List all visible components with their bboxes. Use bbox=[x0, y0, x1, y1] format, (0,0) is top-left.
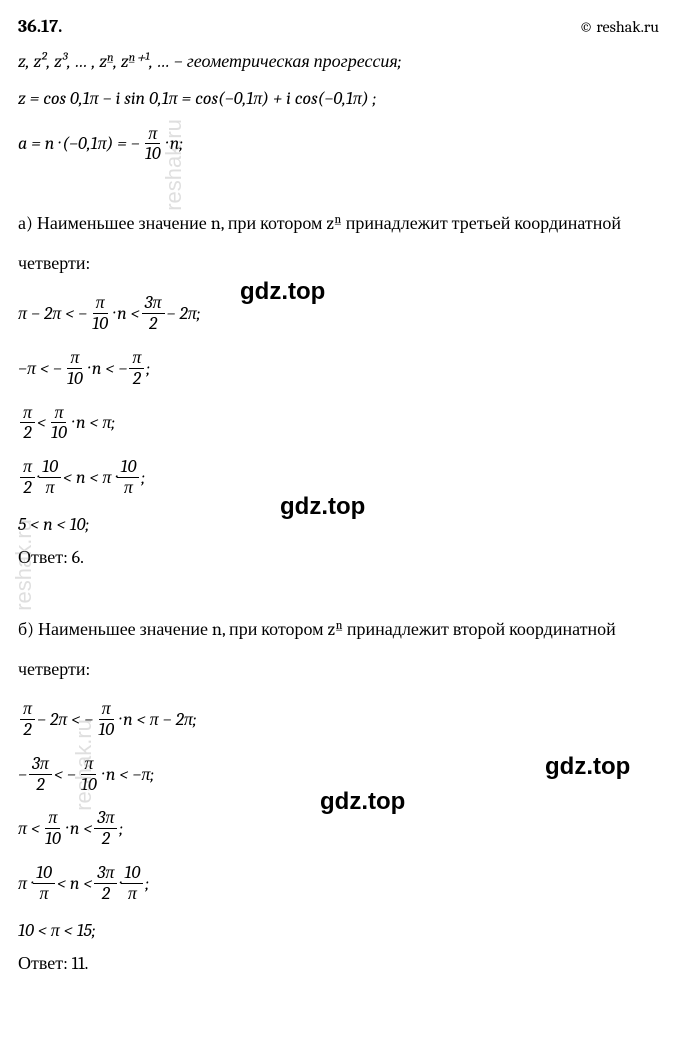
pb-l1-frac1: π 2 bbox=[20, 699, 35, 740]
part-a-line2: −π < − π 10 · n < − π 2 ; bbox=[18, 348, 659, 389]
pb-l4-prefix: π · bbox=[18, 871, 31, 896]
pb-l1-suffix: · n < π − 2π; bbox=[119, 707, 196, 732]
pa-l1-prefix: π − 2π < − bbox=[18, 301, 87, 326]
part-b-text: б) Наименьшее значение n, при котором zⁿ… bbox=[18, 610, 659, 689]
part-a-line4: π 2 · 10 π < n < π · 10 π ; bbox=[18, 457, 659, 498]
pa-l4-suffix: ; bbox=[141, 465, 145, 490]
part-a-line3: π 2 < π 10 · n < π; bbox=[18, 403, 659, 444]
pa-l2-prefix: −π < − bbox=[18, 356, 62, 381]
part-b-line5: 10 < π < 15; bbox=[18, 918, 659, 943]
part-a-text: а) Наименьшее значение n, при котором zⁿ… bbox=[18, 204, 659, 283]
part-b-line1: π 2 − 2π < − π 10 · n < π − 2π; bbox=[18, 699, 659, 740]
pa-l4-frac1: π 2 bbox=[20, 457, 35, 498]
pb-l3-mid: · n < bbox=[66, 816, 93, 841]
part-a-line5: 5 < n < 10; bbox=[18, 512, 659, 537]
pa-l2-suffix: ; bbox=[146, 356, 150, 381]
a-frac-den: 10 bbox=[142, 144, 164, 164]
a-prefix: a = n · (−0,1π) = − bbox=[18, 131, 140, 156]
pb-l4-mid: < n < bbox=[57, 871, 92, 896]
pa-l3-frac2: π 10 bbox=[48, 403, 70, 444]
pa-l2-frac2: π 2 bbox=[129, 348, 144, 389]
pa-l4-frac3: 10 π bbox=[117, 457, 139, 498]
pa-l3-frac1: π 2 bbox=[20, 403, 35, 444]
a-frac-num: π bbox=[145, 124, 160, 145]
pa-l1-frac2: 3π 2 bbox=[142, 293, 165, 334]
a-frac: π 10 bbox=[142, 124, 164, 165]
pa-l1-mid: · n < bbox=[113, 301, 140, 326]
a-suffix: · n; bbox=[166, 131, 183, 156]
pb-l4-frac3: 10 π bbox=[121, 863, 143, 904]
part-b-line4: π · 10 π < n < 3π 2 · 10 π ; bbox=[18, 863, 659, 904]
part-a-answer: Ответ: 6. bbox=[18, 545, 659, 570]
header: 36.17. © reshak.ru bbox=[18, 14, 659, 39]
pa-l1-frac1: π 10 bbox=[89, 293, 111, 334]
pa-l2-frac: π 10 bbox=[64, 348, 86, 389]
pa-l3-lt1: < bbox=[37, 410, 46, 435]
part-b-line3: π < π 10 · n < 3π 2 ; bbox=[18, 808, 659, 849]
pb-l3-suffix: ; bbox=[119, 816, 123, 841]
pb-l3-frac2: 3π 2 bbox=[94, 808, 117, 849]
pb-l2-prefix: − bbox=[18, 762, 27, 787]
pb-l4-frac2: 3π 2 bbox=[94, 863, 117, 904]
problem-number: 36.17. bbox=[18, 14, 62, 39]
intro-a-def: a = n · (−0,1π) = − π 10 · n; bbox=[18, 124, 659, 165]
pb-l2-frac1: 3π 2 bbox=[29, 754, 52, 795]
pb-l1-frac2: π 10 bbox=[95, 699, 117, 740]
pb-l2-suffix: · n < −π; bbox=[102, 762, 154, 787]
pb-l1-mid1: − 2π < − bbox=[37, 707, 93, 732]
intro-sequence: z, z², z³, … , zⁿ, zⁿ⁺¹, … − геометричес… bbox=[18, 49, 659, 74]
part-b-line2: − 3π 2 < − π 10 · n < −π; bbox=[18, 754, 659, 795]
pb-l3-prefix: π < bbox=[18, 816, 40, 841]
pa-l4-frac2: 10 π bbox=[39, 457, 61, 498]
intro-z-def: z = cos 0,1π − i sin 0,1π = cos(−0,1π) +… bbox=[18, 86, 659, 111]
part-b-answer: Ответ: 11. bbox=[18, 951, 659, 976]
pa-l1-suffix: − 2π; bbox=[167, 301, 201, 326]
pb-l4-frac1: 10 π bbox=[33, 863, 55, 904]
copyright: © reshak.ru bbox=[579, 16, 659, 38]
pb-l2-mid: < − bbox=[54, 762, 76, 787]
pa-l2-mid: · n < − bbox=[88, 356, 128, 381]
pa-l3-suffix: · n < π; bbox=[72, 410, 115, 435]
pa-l4-mid: < n < π · bbox=[63, 465, 115, 490]
pb-l2-frac2: π 10 bbox=[78, 754, 100, 795]
pb-l3-frac1: π 10 bbox=[42, 808, 64, 849]
part-a-line1: π − 2π < − π 10 · n < 3π 2 − 2π; bbox=[18, 293, 659, 334]
pb-l4-suffix: ; bbox=[145, 871, 149, 896]
